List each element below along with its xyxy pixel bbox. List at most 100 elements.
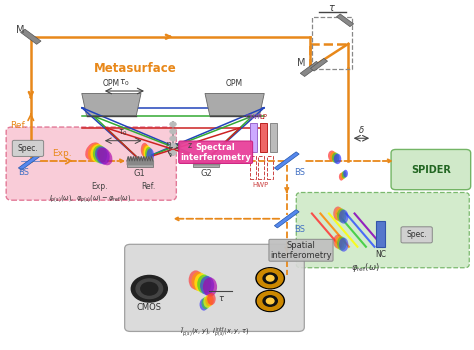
- Ellipse shape: [197, 274, 211, 294]
- Ellipse shape: [328, 150, 336, 161]
- Ellipse shape: [194, 273, 209, 293]
- Circle shape: [256, 268, 284, 289]
- Text: $\tau$: $\tau$: [219, 294, 225, 303]
- Ellipse shape: [144, 146, 151, 160]
- Text: Ref.: Ref.: [10, 121, 27, 131]
- Text: Ref.: Ref.: [141, 182, 155, 191]
- Ellipse shape: [334, 154, 341, 164]
- Ellipse shape: [200, 298, 208, 311]
- Text: M: M: [16, 25, 25, 35]
- Ellipse shape: [189, 270, 203, 290]
- Circle shape: [256, 290, 284, 312]
- Text: G1: G1: [134, 169, 146, 178]
- Ellipse shape: [342, 171, 346, 178]
- Ellipse shape: [141, 143, 148, 157]
- Text: QWP: QWP: [246, 114, 262, 120]
- Ellipse shape: [332, 153, 339, 163]
- Text: NC: NC: [375, 250, 386, 259]
- Ellipse shape: [337, 209, 346, 223]
- Ellipse shape: [333, 206, 343, 220]
- Text: $\delta$: $\delta$: [358, 124, 365, 135]
- Ellipse shape: [146, 148, 154, 162]
- Ellipse shape: [201, 297, 210, 309]
- Ellipse shape: [205, 294, 214, 307]
- Polygon shape: [205, 93, 264, 116]
- Text: Spectral
interferometry: Spectral interferometry: [180, 142, 251, 162]
- Ellipse shape: [200, 276, 214, 295]
- Text: LP: LP: [260, 114, 267, 120]
- Ellipse shape: [330, 152, 337, 162]
- Circle shape: [136, 279, 163, 299]
- Circle shape: [263, 296, 277, 306]
- Ellipse shape: [335, 236, 345, 250]
- Circle shape: [170, 122, 176, 127]
- Bar: [193, 161, 219, 167]
- Ellipse shape: [339, 210, 348, 224]
- Text: Metasurface: Metasurface: [94, 62, 176, 75]
- Text: $\bar{I}_{p(s)}(x,y),\;I_{p(s)}^{\rm intf}(x,y,\tau)$: $\bar{I}_{p(s)}(x,y),\;I_{p(s)}^{\rm int…: [180, 325, 249, 339]
- Text: OPM: OPM: [226, 79, 243, 88]
- Text: $\zeta$: $\zeta$: [167, 145, 174, 158]
- Text: Exp.: Exp.: [52, 149, 72, 159]
- Ellipse shape: [339, 173, 344, 181]
- Bar: [127, 161, 153, 167]
- Text: $\varphi_{\rm ref}(\omega)$: $\varphi_{\rm ref}(\omega)$: [351, 261, 379, 274]
- Circle shape: [263, 273, 277, 284]
- Text: BS: BS: [294, 168, 305, 177]
- Ellipse shape: [203, 295, 212, 308]
- Bar: [250, 156, 256, 178]
- Bar: [274, 210, 299, 228]
- Text: M: M: [297, 58, 305, 68]
- Ellipse shape: [97, 148, 112, 165]
- Text: Spec.: Spec.: [18, 144, 38, 153]
- Circle shape: [131, 275, 167, 302]
- Ellipse shape: [88, 143, 102, 161]
- Ellipse shape: [85, 142, 100, 160]
- Text: CMOS: CMOS: [137, 303, 162, 313]
- Text: Exp.: Exp.: [91, 182, 108, 191]
- Bar: [310, 58, 328, 71]
- Text: $I_{p(s)}(\omega),\;\varphi_{p(s)}(\omega)-\varphi_{\rm ref}(\omega)$: $I_{p(s)}(\omega),\;\varphi_{p(s)}(\omeg…: [49, 194, 131, 204]
- Ellipse shape: [343, 170, 348, 177]
- Ellipse shape: [93, 145, 107, 163]
- FancyBboxPatch shape: [401, 227, 432, 243]
- Text: BS: BS: [18, 168, 29, 177]
- Bar: [337, 14, 354, 27]
- Bar: [250, 122, 257, 152]
- Text: Spec.: Spec.: [406, 230, 427, 239]
- Circle shape: [266, 275, 274, 281]
- Text: $\tau_0$: $\tau_0$: [118, 128, 128, 138]
- FancyBboxPatch shape: [125, 244, 304, 331]
- Circle shape: [257, 292, 283, 310]
- Text: OPM: OPM: [103, 79, 120, 88]
- Ellipse shape: [203, 277, 217, 297]
- Ellipse shape: [95, 146, 109, 164]
- Circle shape: [170, 144, 176, 148]
- FancyBboxPatch shape: [296, 193, 469, 268]
- Bar: [274, 152, 299, 170]
- Bar: [300, 61, 321, 77]
- Circle shape: [266, 298, 274, 304]
- Ellipse shape: [145, 147, 153, 161]
- Ellipse shape: [91, 144, 105, 162]
- Bar: [20, 29, 41, 44]
- FancyBboxPatch shape: [391, 149, 471, 190]
- Text: $\tau$: $\tau$: [328, 3, 336, 13]
- Circle shape: [141, 282, 158, 295]
- Ellipse shape: [339, 238, 348, 252]
- Polygon shape: [82, 93, 141, 116]
- Text: BS: BS: [294, 225, 305, 234]
- Circle shape: [170, 150, 176, 155]
- Text: Spatial
interferometry: Spatial interferometry: [270, 240, 332, 260]
- Text: $\tau_0$: $\tau_0$: [119, 77, 130, 88]
- Bar: [270, 122, 277, 152]
- Ellipse shape: [142, 144, 150, 158]
- Circle shape: [257, 269, 283, 288]
- Text: G2: G2: [201, 169, 212, 178]
- Ellipse shape: [335, 208, 345, 222]
- Text: z: z: [187, 141, 191, 150]
- Ellipse shape: [191, 272, 206, 291]
- Circle shape: [170, 129, 176, 134]
- Ellipse shape: [340, 172, 345, 180]
- Ellipse shape: [337, 237, 346, 251]
